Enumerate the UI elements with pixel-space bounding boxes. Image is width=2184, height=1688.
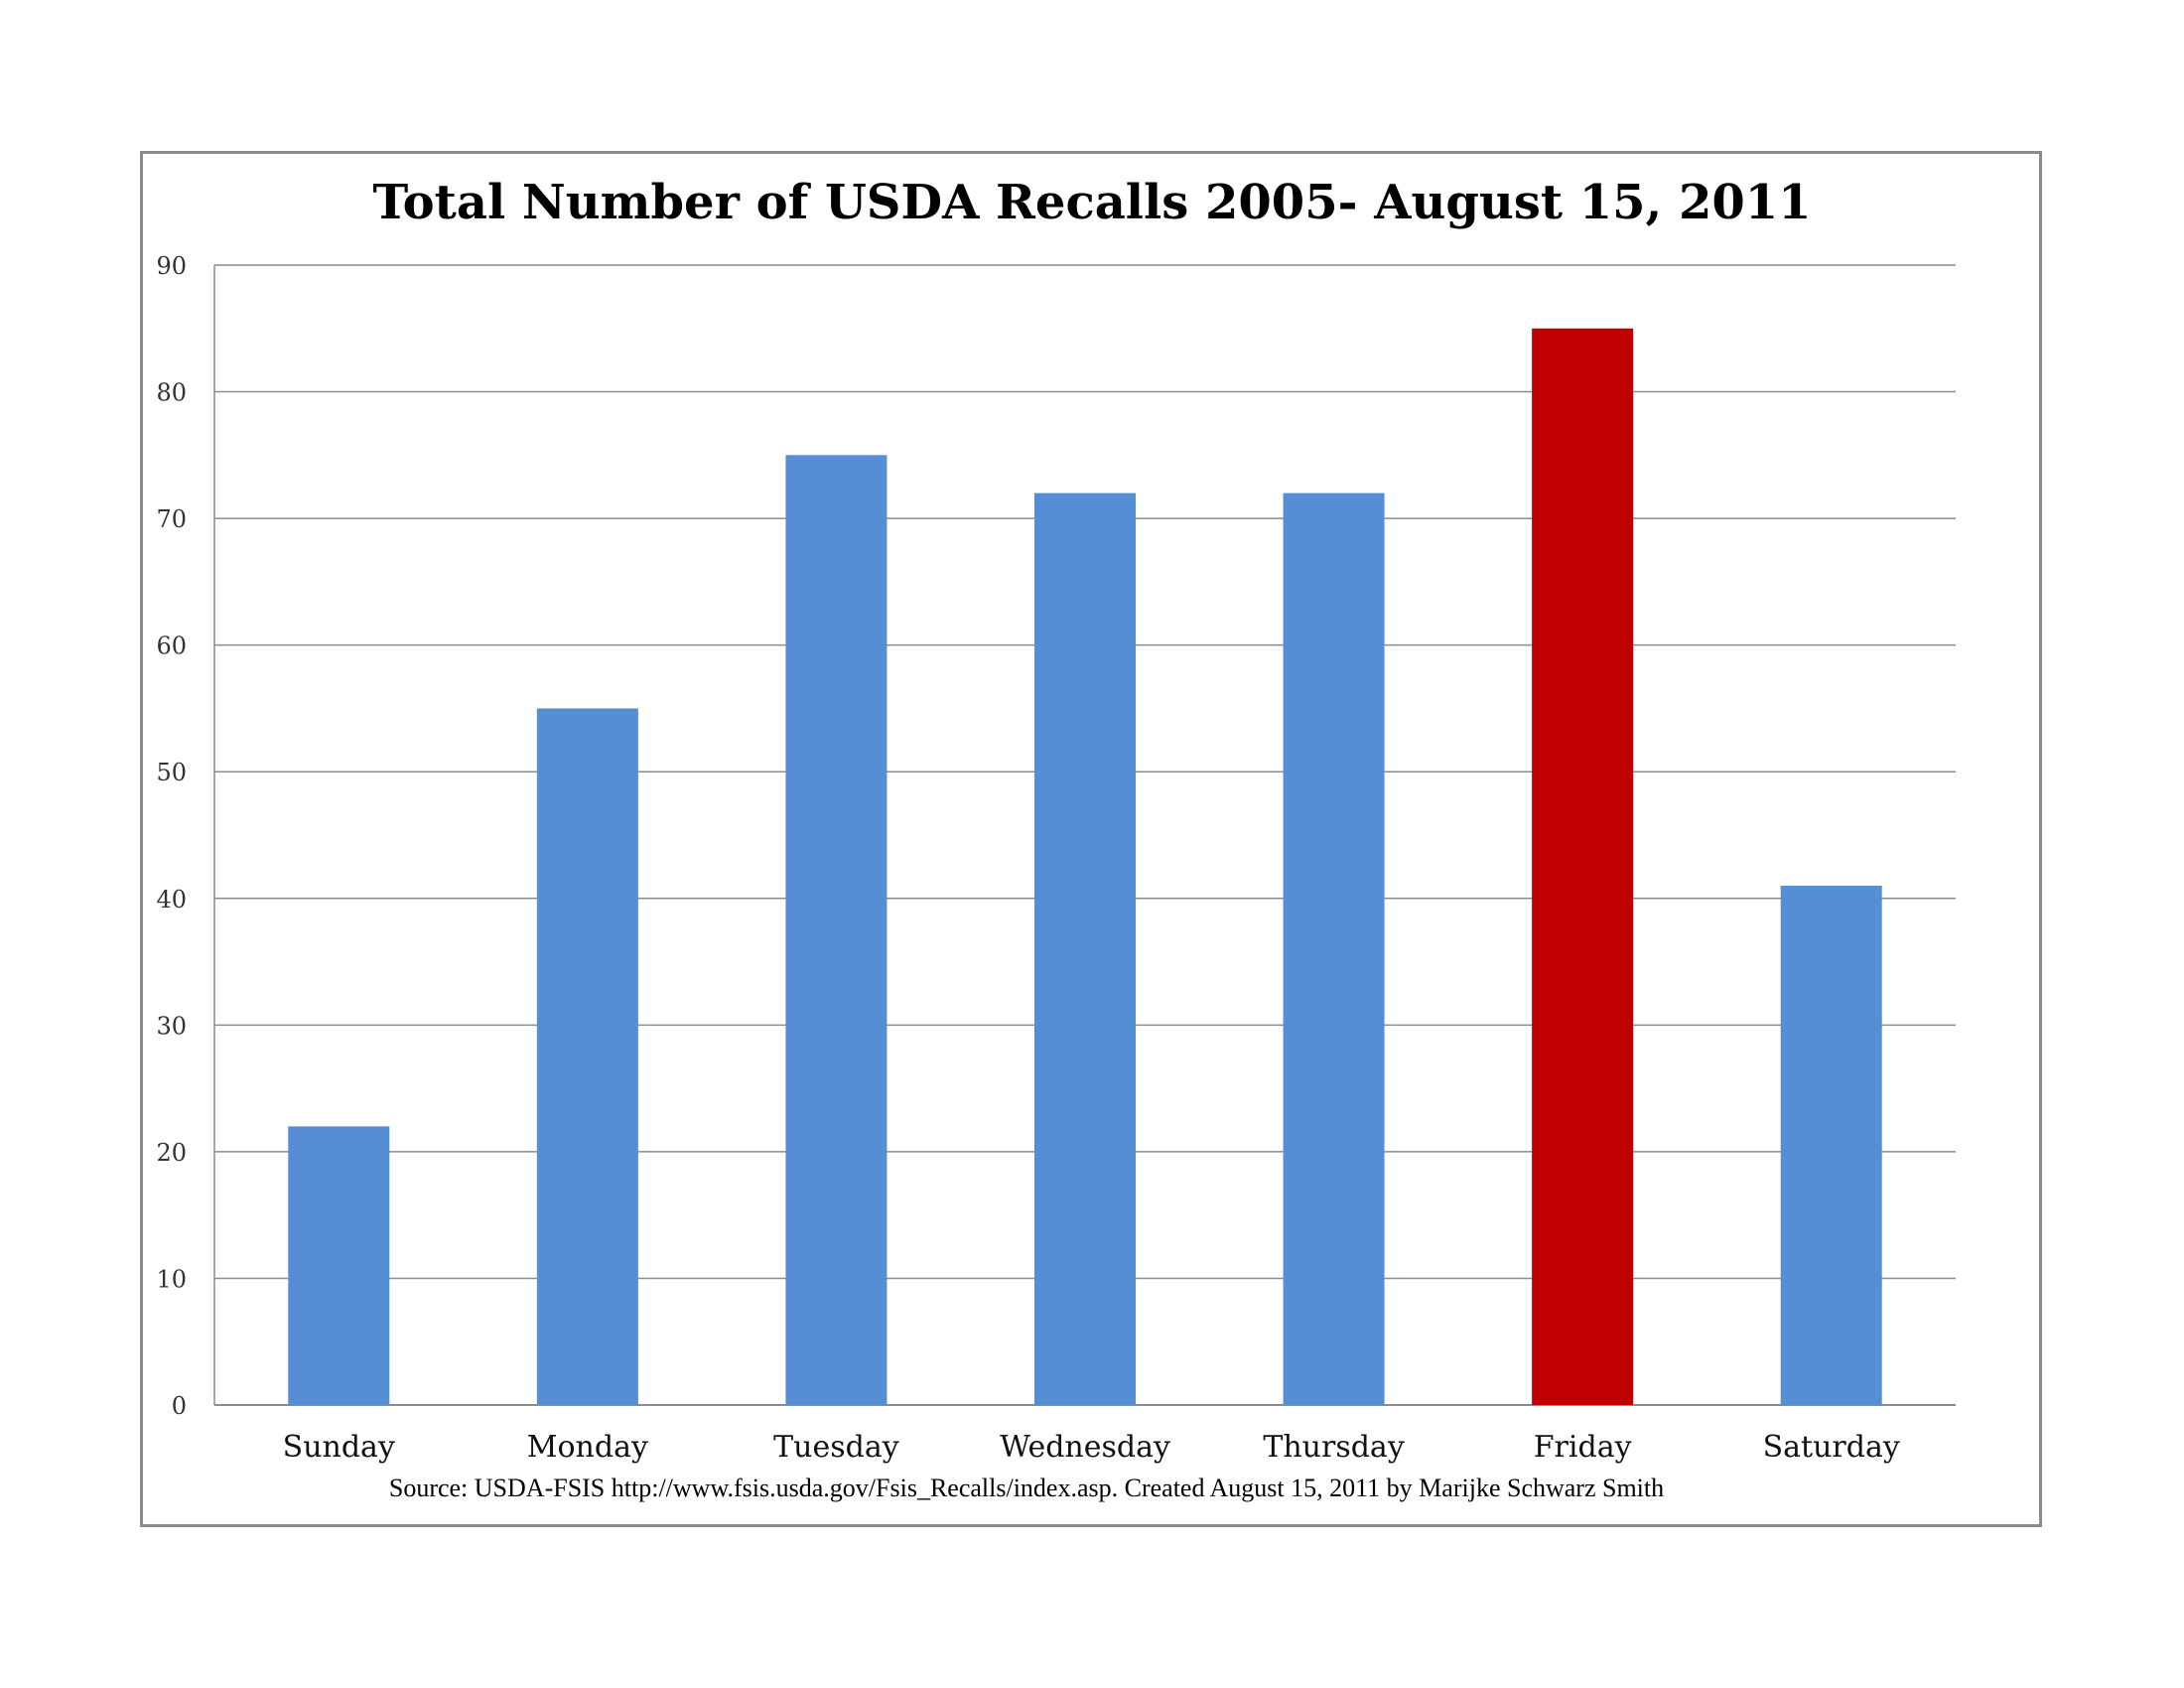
bar-monday <box>536 708 638 1405</box>
y-tick-label: 30 <box>156 1012 187 1040</box>
bars <box>288 328 1882 1406</box>
bar-tuesday <box>785 455 887 1405</box>
y-tick-label: 0 <box>172 1392 187 1420</box>
y-axis-ticks: 0 10 20 30 40 50 60 70 80 90 <box>156 252 187 1420</box>
bar-thursday <box>1283 492 1385 1406</box>
y-tick-label: 80 <box>156 379 187 407</box>
y-tick-label: 90 <box>156 252 187 280</box>
y-tick-label: 70 <box>156 505 187 533</box>
y-tick-label: 10 <box>156 1265 187 1293</box>
bar-wednesday <box>1034 492 1136 1406</box>
gridlines <box>213 264 1956 1406</box>
x-tick-label: Saturday <box>1763 1430 1900 1465</box>
chart-title: Total Number of USDA Recalls 2005- Augus… <box>372 175 1811 230</box>
x-axis-labels: Sunday Monday Tuesday Wednesday Thursday Frid… <box>283 1430 1900 1465</box>
y-tick-label: 20 <box>156 1139 187 1167</box>
bar-friday <box>1532 328 1634 1405</box>
x-tick-label: Tuesday <box>773 1430 899 1465</box>
x-tick-label: Wednesday <box>1000 1430 1170 1465</box>
y-tick-label: 60 <box>156 633 187 660</box>
x-tick-label: Monday <box>527 1430 648 1465</box>
y-tick-label: 40 <box>156 886 187 914</box>
x-tick-label: Friday <box>1534 1430 1632 1465</box>
x-tick-label: Sunday <box>283 1430 395 1465</box>
bar-sunday <box>288 1126 390 1405</box>
x-tick-label: Thursday <box>1263 1430 1404 1465</box>
bar-saturday <box>1780 886 1882 1405</box>
y-tick-label: 50 <box>156 759 187 786</box>
source-note: Source: USDA-FSIS http://www.fsis.usda.g… <box>389 1474 1664 1502</box>
